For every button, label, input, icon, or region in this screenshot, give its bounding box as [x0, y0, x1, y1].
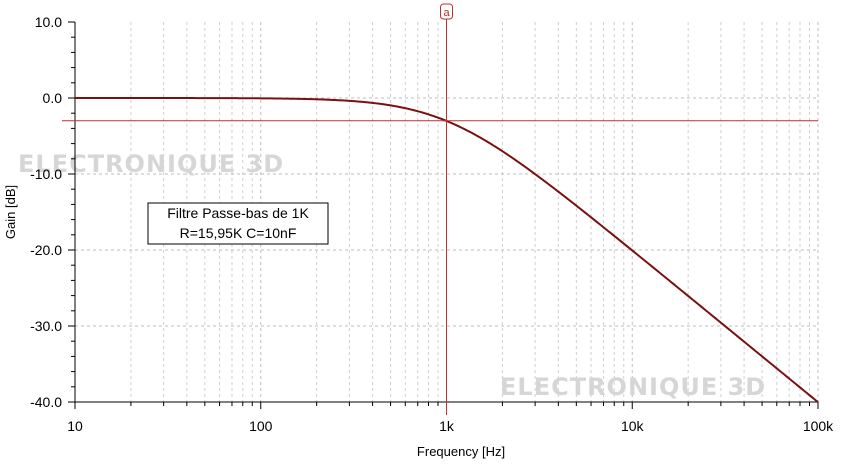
x-tick-label: 1k — [439, 418, 455, 434]
y-tick-label: 0.0 — [43, 90, 63, 106]
watermark-top: ELECTRONIQUE 3D — [18, 150, 284, 178]
x-tick-label: 100k — [803, 418, 834, 434]
note-line-1: Filtre Passe-bas de 1K — [167, 205, 309, 221]
major-grid — [75, 22, 818, 402]
watermark-bottom: ELECTRONIQUE 3D — [500, 373, 766, 401]
x-tick-label: 10k — [621, 418, 645, 434]
note-box-frame — [147, 202, 329, 245]
y-axis-ticks: 10.0 0.0 -10.0 -20.0 -30.0 -40.0 — [30, 14, 75, 410]
x-tick-label: 10 — [67, 418, 83, 434]
cursor-label: a — [443, 7, 450, 19]
y-axis-title: Gain [dB] — [3, 185, 18, 239]
note-line-2: R=15,95K C=10nF — [180, 225, 297, 241]
cursor-marker-a[interactable]: a — [440, 3, 453, 20]
x-axis-ticks: 10 100 1k 10k 100k — [67, 402, 834, 434]
note-box: Filtre Passe-bas de 1K R=15,95K C=10nF — [147, 202, 329, 245]
y-tick-label: 10.0 — [35, 14, 62, 30]
x-tick-label: 100 — [249, 418, 273, 434]
y-tick-label: -10.0 — [30, 166, 62, 182]
y-tick-label: -30.0 — [30, 318, 62, 334]
x-axis-title: Frequency [Hz] — [417, 444, 505, 459]
y-tick-label: -40.0 — [30, 394, 62, 410]
y-tick-label: -20.0 — [30, 242, 62, 258]
